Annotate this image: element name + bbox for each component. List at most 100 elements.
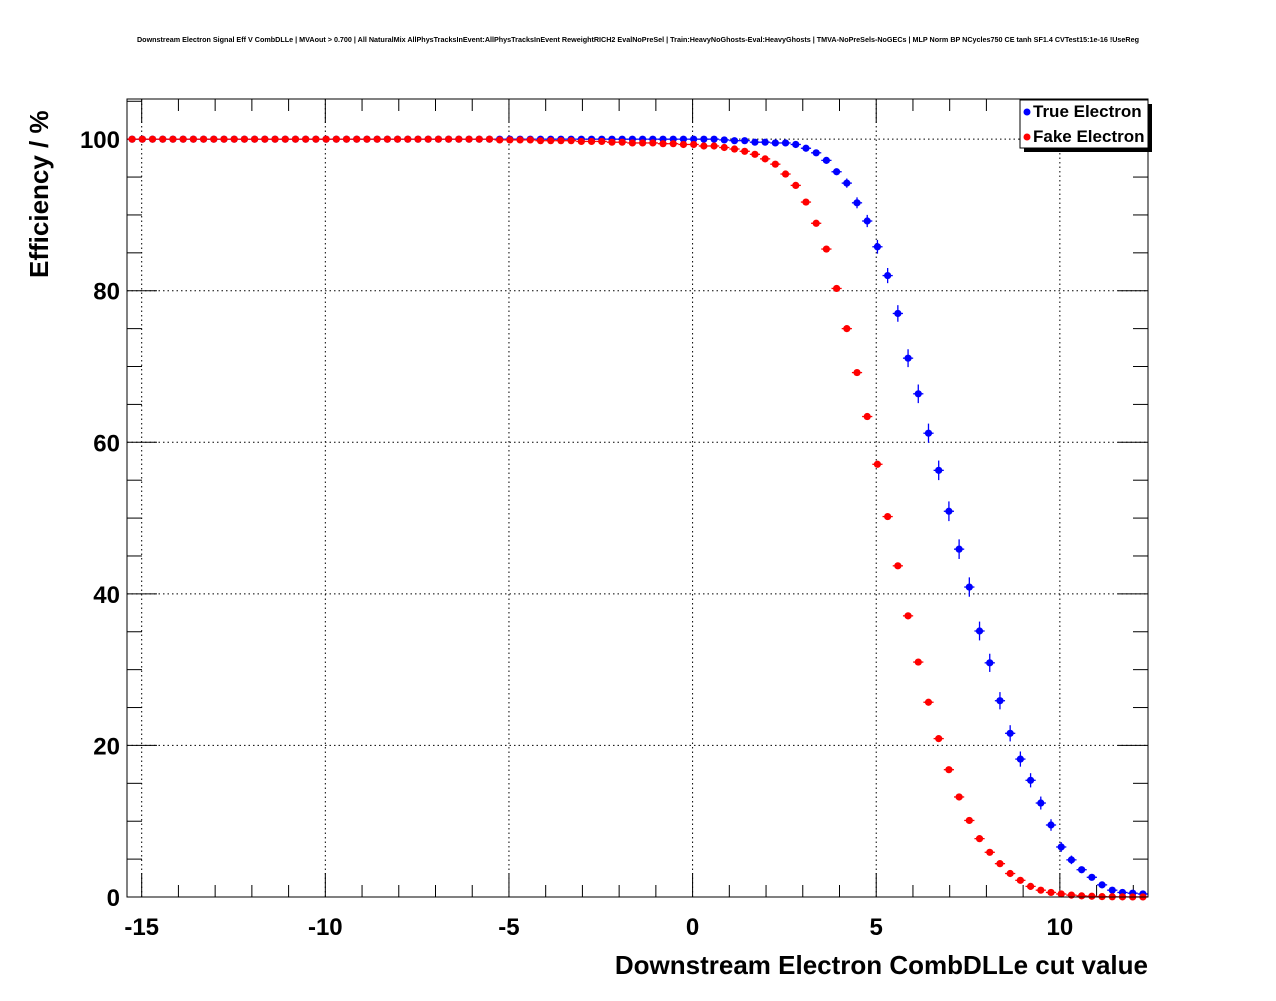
data-point [812, 219, 820, 227]
data-point [812, 149, 820, 157]
data-points [127, 135, 1148, 901]
data-point [547, 137, 555, 145]
chart-title: Downstream Electron Signal Eff V CombDLL… [137, 35, 1139, 44]
plot-frame [126, 98, 1149, 898]
data-point [873, 460, 882, 468]
data-point [894, 309, 902, 318]
data-point [1047, 888, 1055, 897]
data-point [690, 135, 698, 143]
y-tick-labels: 0 20 40 60 80 100 [80, 127, 120, 912]
data-point [904, 612, 912, 620]
data-point [914, 390, 922, 398]
y-axis-label: Efficiency / % [24, 110, 54, 278]
data-point [690, 140, 698, 149]
data-point [873, 243, 882, 251]
data-point [802, 144, 810, 152]
data-point [373, 135, 381, 143]
data-point [986, 848, 994, 856]
data-point [863, 412, 871, 421]
data-point [884, 512, 892, 521]
data-point [781, 139, 790, 147]
data-point [557, 137, 565, 145]
data-point [965, 583, 973, 591]
x-tick-label: 5 [870, 914, 883, 941]
data-point [271, 135, 279, 143]
data-point [1067, 856, 1076, 864]
data-point [700, 135, 708, 143]
data-point [802, 198, 810, 206]
data-point [700, 142, 708, 150]
data-point [179, 135, 187, 143]
legend-marker-fake-electron [1023, 133, 1031, 141]
data-point [935, 735, 943, 743]
data-point [536, 137, 545, 145]
data-point [720, 136, 728, 144]
data-point [832, 168, 841, 176]
data-point [843, 179, 851, 187]
data-point [853, 199, 861, 207]
legend-marker-true-electron [1023, 108, 1031, 116]
legend-box [1019, 99, 1149, 149]
data-point [128, 135, 136, 143]
data-point [955, 545, 963, 553]
data-point [853, 368, 861, 377]
data-point [863, 217, 871, 225]
legend: True Electron Fake Electron [1019, 99, 1152, 152]
y-tick-label: 40 [93, 582, 120, 609]
data-point [1057, 843, 1065, 851]
data-point [914, 658, 922, 666]
legend-label-fake-electron: Fake Electron [1033, 127, 1145, 146]
data-point [792, 140, 800, 149]
data-point [445, 135, 453, 143]
data-point [1098, 881, 1106, 889]
data-point [220, 135, 228, 143]
data-point [741, 137, 749, 145]
data-point [587, 137, 596, 146]
data-point [577, 137, 585, 146]
data-point [945, 507, 953, 515]
data-point [720, 143, 728, 152]
data-point [1088, 873, 1096, 881]
data-point [741, 147, 749, 155]
data-point [1108, 886, 1116, 894]
data-point [1006, 729, 1014, 737]
data-point [496, 136, 504, 144]
data-point [199, 135, 208, 143]
x-tick-label: -15 [124, 914, 159, 941]
data-point [1067, 891, 1076, 899]
data-point [148, 135, 157, 143]
data-point [383, 135, 391, 143]
data-point [404, 135, 412, 143]
data-point [965, 816, 973, 825]
data-point [761, 155, 769, 163]
data-point [414, 135, 422, 143]
data-point [679, 140, 688, 149]
data-point [1047, 821, 1055, 829]
y-tick-label: 80 [93, 279, 120, 306]
data-point [924, 429, 933, 437]
data-point [1037, 799, 1045, 807]
y-tick-label: 20 [93, 733, 120, 760]
data-point [261, 135, 269, 143]
x-tick-label: 0 [686, 914, 699, 941]
data-point [230, 135, 238, 143]
data-point [669, 140, 677, 148]
data-point [485, 135, 494, 143]
data-point [424, 135, 432, 143]
data-point [792, 181, 800, 189]
data-point [322, 135, 330, 143]
data-point [659, 140, 667, 148]
data-point [751, 138, 759, 146]
data-point [996, 697, 1004, 705]
data-point [240, 135, 249, 143]
data-point [1078, 892, 1086, 900]
data-point [771, 139, 779, 147]
data-point [955, 793, 963, 801]
data-point [210, 135, 218, 143]
data-point [598, 137, 606, 146]
data-point [526, 136, 534, 144]
data-point [189, 135, 197, 143]
series-fake-electron [127, 135, 1148, 901]
data-point [138, 135, 146, 143]
